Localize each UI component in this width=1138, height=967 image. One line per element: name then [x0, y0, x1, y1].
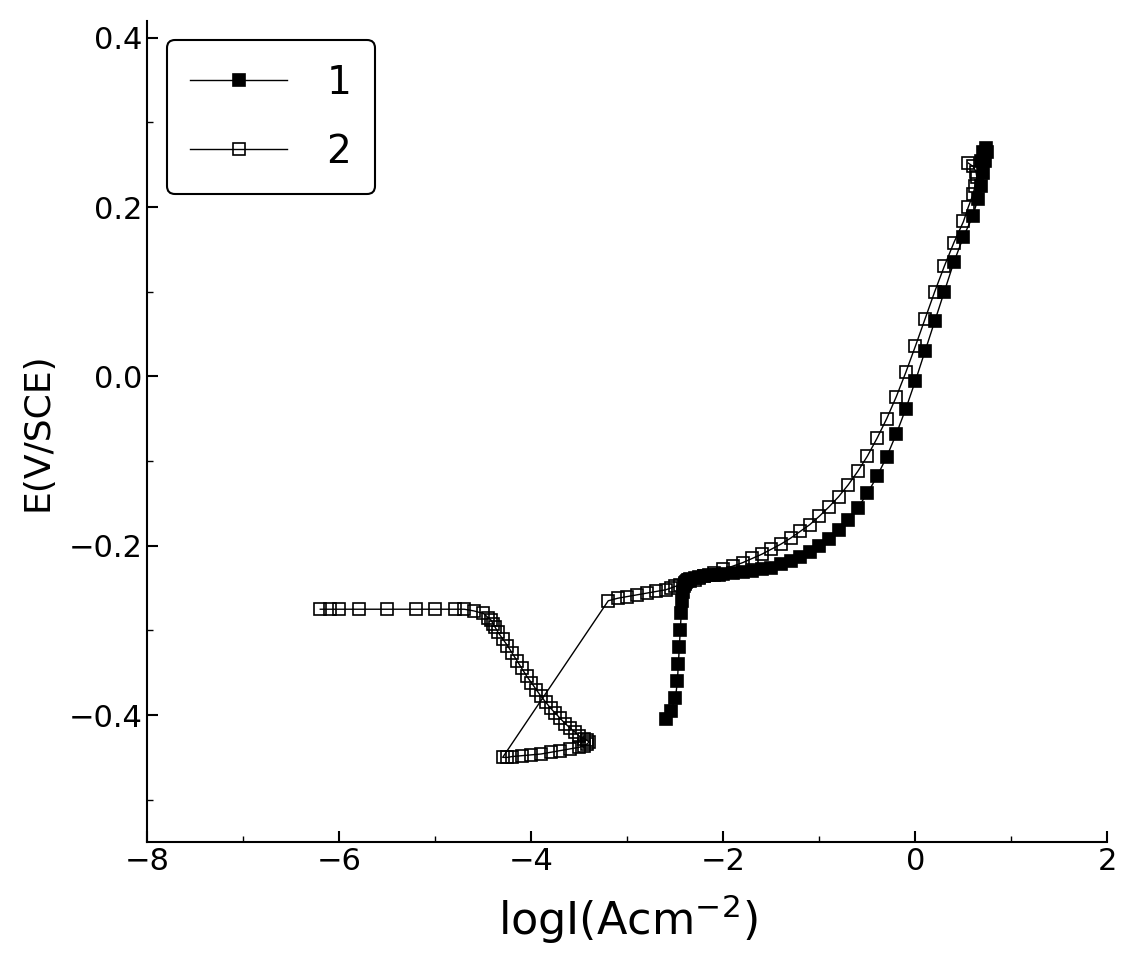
1	[974, 155, 988, 166]
1	[860, 487, 874, 499]
1	[681, 575, 694, 587]
1	[899, 403, 913, 415]
2	[539, 696, 553, 708]
1	[659, 714, 673, 725]
2	[962, 158, 975, 169]
Line: 2: 2	[315, 158, 982, 763]
2	[352, 603, 365, 615]
2	[448, 603, 462, 615]
2	[823, 501, 836, 513]
1	[957, 231, 971, 243]
2	[313, 603, 327, 615]
1	[682, 574, 695, 586]
Line: 1: 1	[660, 142, 992, 725]
Legend: 1, 2: 1, 2	[167, 41, 374, 194]
2	[611, 593, 625, 604]
Y-axis label: E(V/SCE): E(V/SCE)	[20, 352, 55, 511]
X-axis label: logI(Acm$^{-2}$): logI(Acm$^{-2}$)	[497, 893, 757, 946]
1	[980, 146, 993, 158]
2	[501, 751, 514, 763]
1	[979, 142, 992, 154]
2	[669, 580, 683, 592]
